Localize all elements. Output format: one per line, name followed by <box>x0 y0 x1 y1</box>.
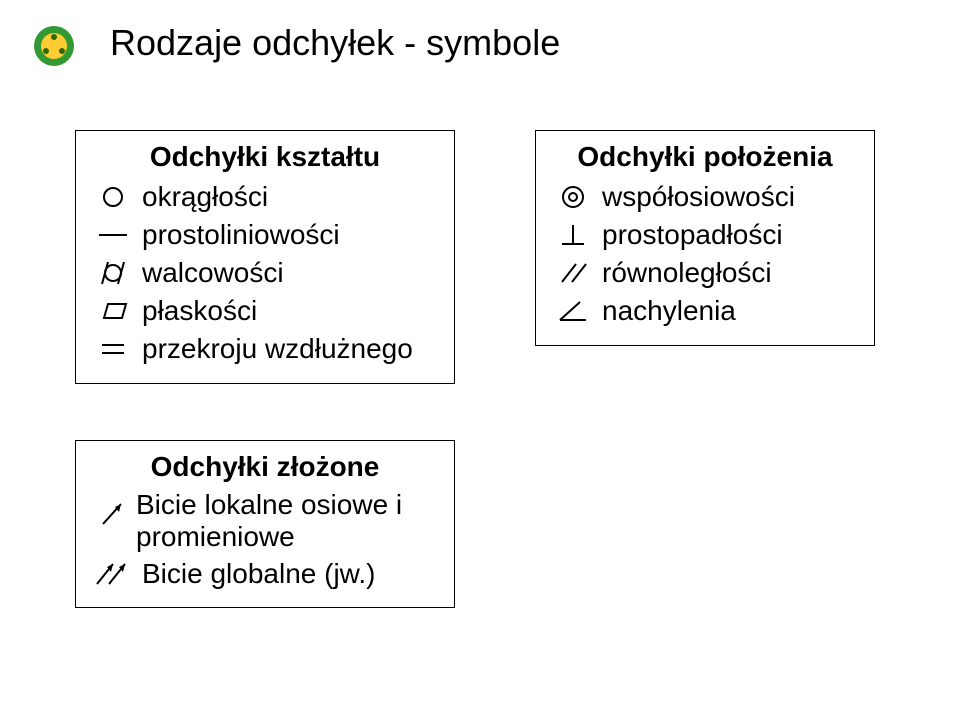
label-straightness: prostoliniowości <box>142 218 340 252</box>
box-compound-deviations: Odchyłki złożone Bicie lokalne osiowe i … <box>75 440 455 608</box>
slide-title: Rodzaje odchyłek - symbole <box>110 22 560 64</box>
circularity-icon <box>90 179 136 215</box>
item-circularity: okrągłości <box>90 179 440 215</box>
label-concentricity: współosiowości <box>602 180 795 214</box>
label-circularity: okrągłości <box>142 180 268 214</box>
heading-compound: Odchyłki złożone <box>90 451 440 483</box>
flatness-icon <box>90 293 136 329</box>
label-total-runout: Bicie globalne (jw.) <box>142 557 375 591</box>
label-perpendicularity: prostopadłości <box>602 218 783 252</box>
heading-shape: Odchyłki kształtu <box>90 141 440 173</box>
item-flatness: płaskości <box>90 293 440 329</box>
slide-root: Rodzaje odchyłek - symbole Odchyłki kszt… <box>0 0 960 716</box>
total-runout-icon <box>90 555 136 591</box>
item-concentricity: współosiowości <box>550 179 860 215</box>
concentricity-icon <box>550 179 596 215</box>
item-perpendicularity: prostopadłości <box>550 217 860 253</box>
item-angularity: nachylenia <box>550 293 860 329</box>
label-angularity: nachylenia <box>602 294 736 328</box>
parallelism-icon <box>550 255 596 291</box>
angularity-icon <box>550 293 596 329</box>
perpendicularity-icon <box>550 217 596 253</box>
label-runout: Bicie lokalne osiowe i promieniowe <box>136 489 440 553</box>
straightness-icon <box>90 217 136 253</box>
label-cylindricity: walcowości <box>142 256 284 290</box>
cylindricity-icon <box>90 255 136 291</box>
item-profile-line: przekroju wzdłużnego <box>90 331 440 367</box>
box-position-deviations: Odchyłki położenia współosiowości prosto… <box>535 130 875 346</box>
item-runout: Bicie lokalne osiowe i promieniowe <box>90 489 440 553</box>
label-flatness: płaskości <box>142 294 257 328</box>
item-total-runout: Bicie globalne (jw.) <box>90 555 440 591</box>
box-shape-deviations: Odchyłki kształtu okrągłości prostolinio… <box>75 130 455 384</box>
item-cylindricity: walcowości <box>90 255 440 291</box>
item-parallelism: równoległości <box>550 255 860 291</box>
label-profile-line: przekroju wzdłużnego <box>142 332 413 366</box>
slide-bullet-icon <box>32 24 76 68</box>
profile-line-icon <box>90 331 136 367</box>
heading-position: Odchyłki położenia <box>550 141 860 173</box>
runout-icon <box>90 495 136 531</box>
item-straightness: prostoliniowości <box>90 217 440 253</box>
label-parallelism: równoległości <box>602 256 772 290</box>
